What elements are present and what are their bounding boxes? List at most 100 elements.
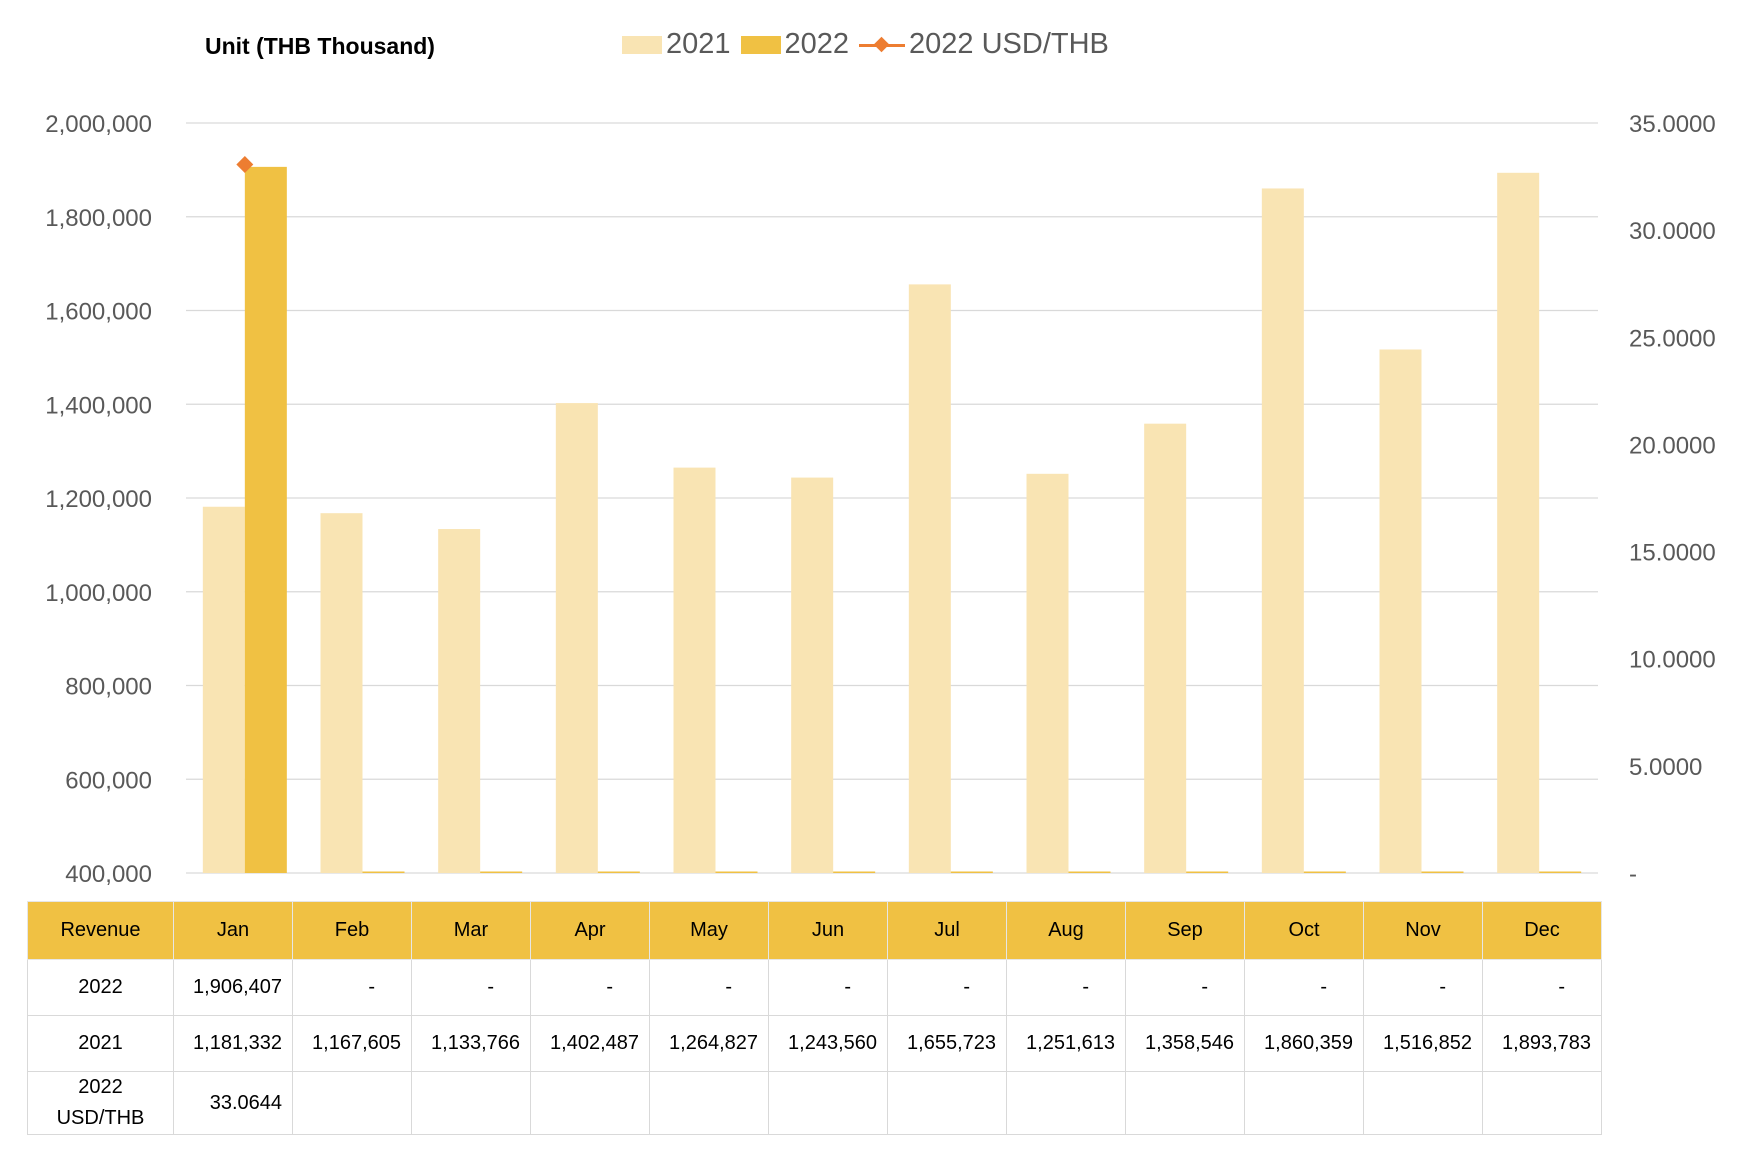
table-cell: 1,906,407: [173, 959, 293, 1016]
table-cell: [1244, 1071, 1364, 1135]
table-cell: [1125, 1071, 1245, 1135]
table-header-cell: Aug: [1006, 901, 1126, 960]
table-cell: -: [292, 959, 412, 1016]
table-cell: -: [1125, 959, 1245, 1016]
table-cell: 1,181,332: [173, 1015, 293, 1072]
y-tick-label: 1,600,000: [45, 299, 152, 326]
unit-label: Unit (THB Thousand): [205, 33, 435, 59]
table-header-cell: Jul: [887, 901, 1007, 960]
legend-item-2022: 2022: [740, 28, 850, 61]
bar-2021: [1026, 473, 1069, 873]
table-row-label: 2021: [27, 1015, 174, 1072]
usdthb-marker: [236, 155, 254, 173]
legend-label-2022: 2022: [784, 28, 850, 60]
table-cell: -: [1244, 959, 1364, 1016]
bar-2021: [1379, 349, 1422, 874]
bar-2021: [320, 513, 363, 873]
table-header-cell: Dec: [1482, 901, 1602, 960]
bar-2022: [480, 871, 523, 873]
legend-label-2021: 2021: [666, 28, 731, 60]
table-cell: [649, 1071, 769, 1135]
table-header-cell: Nov: [1363, 901, 1483, 960]
table-cell: -: [1363, 959, 1483, 1016]
revenue-table: Revenue Jan Feb Mar Apr May Jun Jul Aug Sep Oct Nov…: [27, 901, 1602, 1135]
y-tick-label: 600,000: [65, 767, 152, 794]
table-header-cell: Feb: [292, 901, 412, 960]
bar-2022: [1186, 871, 1229, 873]
bar-2022: [244, 166, 287, 874]
table-cell: -: [1482, 959, 1602, 1016]
y-tick-label: 1,800,000: [45, 205, 152, 232]
y2-tick-label: 20.0000: [1629, 432, 1716, 459]
table-cell: 1,133,766: [411, 1015, 531, 1072]
table-cell: -: [411, 959, 531, 1016]
y2-tick-label: 25.0000: [1629, 325, 1716, 352]
chart-legend: 2021 2022 2022 USD/THB: [622, 28, 1119, 61]
legend-label-usdthb: 2022 USD/THB: [909, 28, 1109, 60]
table-cell: 1,358,546: [1125, 1015, 1245, 1072]
bar-2021: [1497, 172, 1540, 874]
table-cell: -: [1006, 959, 1126, 1016]
bar-2021: [202, 506, 245, 873]
table-cell: [1006, 1071, 1126, 1135]
y2-tick-label: 5.0000: [1629, 754, 1702, 781]
bar-2022: [1303, 871, 1346, 873]
table-row-label: 2022 USD/THB: [27, 1071, 174, 1135]
table-cell: 1,243,560: [768, 1015, 888, 1072]
bar-2021: [908, 284, 951, 873]
table-row-label: 2022: [27, 959, 174, 1016]
bar-2022: [1068, 871, 1111, 873]
table-header-cell: Revenue: [27, 901, 174, 960]
bar-2022: [950, 871, 993, 873]
bar-2022: [597, 871, 640, 873]
table-row: 2021 1,181,332 1,167,605 1,133,766 1,402,487…: [27, 1015, 1602, 1072]
y2-tick-label: 10.0000: [1629, 647, 1716, 674]
bar-2021: [1261, 188, 1304, 873]
table-row: 2022 USD/THB 33.0644: [27, 1071, 1602, 1135]
bar-2021: [791, 477, 834, 873]
table-cell: 1,251,613: [1006, 1015, 1126, 1072]
table-header-cell: Jan: [173, 901, 293, 960]
table-header-cell: Jun: [768, 901, 888, 960]
legend-swatch-2022: [740, 35, 781, 54]
table-cell: 33.0644: [173, 1071, 293, 1135]
y2-tick-label: 30.0000: [1629, 218, 1716, 245]
table-header-cell: Mar: [411, 901, 531, 960]
table-header-cell: May: [649, 901, 769, 960]
table-cell: 1,655,723: [887, 1015, 1007, 1072]
table-cell: [292, 1071, 412, 1135]
table-cell: [1363, 1071, 1483, 1135]
table-cell: -: [768, 959, 888, 1016]
table-cell: [530, 1071, 650, 1135]
table-header-cell: Apr: [530, 901, 650, 960]
bar-2022: [1539, 871, 1582, 873]
table-cell: -: [530, 959, 650, 1016]
bar-2022: [362, 871, 405, 873]
y2-tick-label: 15.0000: [1629, 540, 1716, 567]
y2-tick-label: -: [1629, 861, 1637, 888]
bar-2021: [555, 403, 598, 873]
table-header-cell: Oct: [1244, 901, 1364, 960]
y-tick-label: 1,200,000: [45, 486, 152, 513]
table-cell: 1,860,359: [1244, 1015, 1364, 1072]
bar-2022: [715, 871, 758, 873]
revenue-chart: 2,000,000 1,800,000 1,600,000 1,400,000 1,20…: [45, 111, 1716, 888]
table-cell: 1,893,783: [1482, 1015, 1602, 1072]
bar-2021: [673, 467, 716, 873]
table-cell: [768, 1071, 888, 1135]
legend-line-usdthb: [859, 36, 906, 54]
table-cell: 1,516,852: [1363, 1015, 1483, 1072]
table-row: 2022 1,906,407- - - - - - - - - - -: [27, 959, 1602, 1016]
table-cell: 1,402,487: [530, 1015, 650, 1072]
table-cell: 1,167,605: [292, 1015, 412, 1072]
y-tick-label: 1,400,000: [45, 392, 152, 419]
legend-item-2021: 2021: [622, 28, 731, 61]
table-cell: -: [887, 959, 1007, 1016]
table-cell: 1,264,827: [649, 1015, 769, 1072]
bar-2022: [833, 871, 876, 873]
table-header-row: Revenue Jan Feb Mar Apr May Jun Jul Aug Sep Oct Nov…: [27, 901, 1602, 960]
legend-item-usdthb: 2022 USD/THB: [859, 28, 1109, 61]
legend-swatch-2021: [622, 35, 662, 54]
bar-2022: [1421, 871, 1464, 873]
table-header-cell: Sep: [1125, 901, 1245, 960]
